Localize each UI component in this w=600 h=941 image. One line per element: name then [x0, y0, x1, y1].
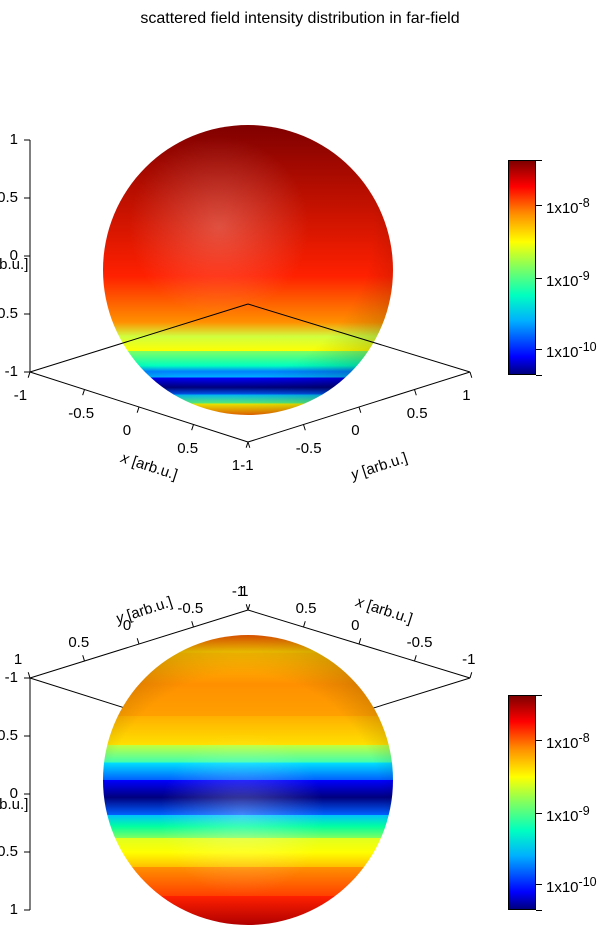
colorbar: 1x10-81x10-91x10-10 [508, 160, 536, 375]
colorbar-tick: 1x10-8 [546, 731, 590, 752]
colorbar: 1x10-81x10-91x10-10 [508, 695, 536, 910]
colorbar-tick: 1x10-10 [546, 875, 597, 896]
top-panel: -1-0.500.51-1-0.500.5110.50-0.5-1z [arb.… [0, 40, 600, 500]
colorbar-gradient [508, 695, 536, 910]
page-title: scattered field intensity distribution i… [0, 10, 600, 28]
colorbar-tick: 1x10-10 [546, 340, 597, 361]
z-axis-label: z [arb.u.] [0, 796, 28, 813]
colorbar-tick: 1x10-9 [546, 269, 590, 290]
colorbar-gradient [508, 160, 536, 375]
colorbar-tick: 1x10-8 [546, 196, 590, 217]
figure-root: scattered field intensity distribution i… [0, 0, 600, 941]
bottom-panel: 10.50-0.5-110.50-0.5-1-1-0.500.51z [arb.… [0, 500, 600, 941]
sphere [103, 635, 393, 925]
z-axis-label: z [arb.u.] [0, 256, 28, 273]
colorbar-tick: 1x10-9 [546, 804, 590, 825]
